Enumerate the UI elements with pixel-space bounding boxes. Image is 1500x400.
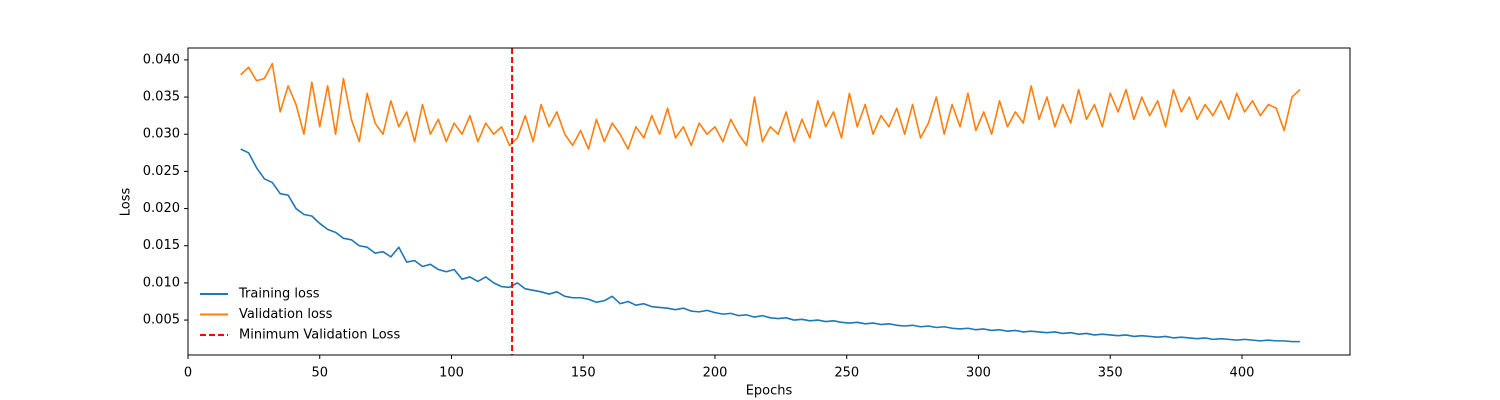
x-tick-label: 150 <box>571 366 596 381</box>
y-tick-label: 0.030 <box>143 127 180 142</box>
x-tick-label: 300 <box>966 366 991 381</box>
line-series <box>240 62 1301 150</box>
x-tick-label: 250 <box>834 366 859 381</box>
x-tick-label: 350 <box>1098 366 1123 381</box>
y-tick-label: 0.035 <box>143 90 180 105</box>
legend-label: Training loss <box>238 287 320 302</box>
legend-label: Minimum Validation Loss <box>239 328 400 343</box>
y-tick-label: 0.025 <box>143 164 180 179</box>
x-tick-label: 0 <box>184 366 192 381</box>
y-tick-label: 0.005 <box>143 313 180 328</box>
x-tick-label: 50 <box>311 366 328 381</box>
x-tick-label: 200 <box>703 366 728 381</box>
x-tick-label: 400 <box>1230 366 1255 381</box>
x-axis-label: Epochs <box>746 384 793 399</box>
line-series <box>240 148 1300 343</box>
plot-frame <box>187 47 1351 356</box>
legend-label: Validation loss <box>239 307 333 322</box>
x-tick-label: 100 <box>439 366 464 381</box>
y-tick-label: 0.015 <box>143 238 180 253</box>
y-tick-label: 0.010 <box>143 275 180 290</box>
y-tick-label: 0.020 <box>143 201 180 216</box>
y-axis-label: Loss <box>119 188 134 217</box>
y-tick-label: 0.040 <box>143 52 180 67</box>
